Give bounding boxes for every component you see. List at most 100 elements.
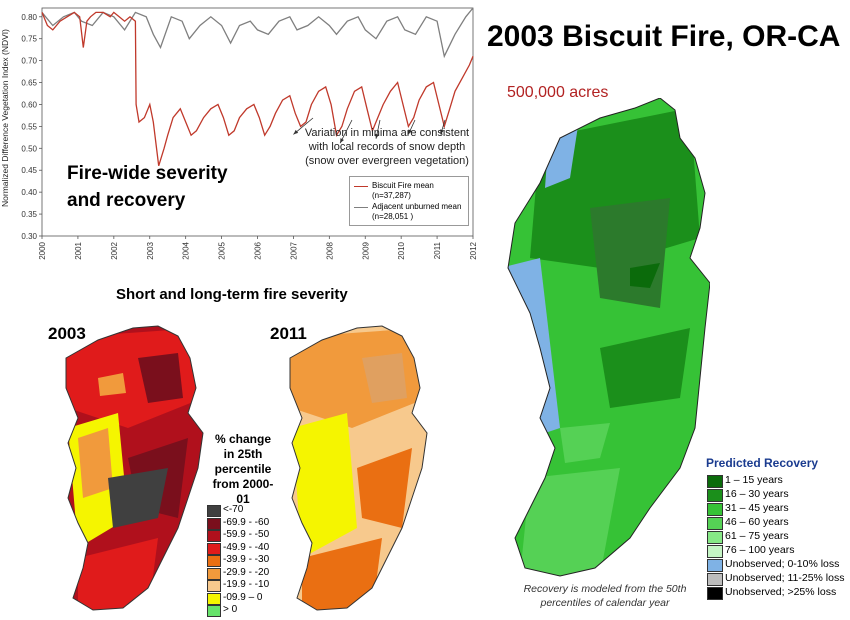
x-tick-label: 2005 [218, 241, 227, 259]
chart-series [41, 7, 474, 166]
recovery-legend-label: Unobserved; 11-25% loss [725, 572, 845, 584]
legend-count-fire: (n=37,287) [372, 191, 411, 200]
firewide-title-line2: and recovery [67, 190, 186, 211]
y-tick-label: 0.65 [21, 79, 37, 88]
recovery-legend-swatch [707, 489, 723, 502]
legend-swatch-fire [354, 186, 368, 187]
recovery-legend-label: 61 – 75 years [725, 530, 789, 542]
recovery-note: Recovery is modeled from the 50th percen… [523, 583, 687, 609]
x-tick-label: 2000 [38, 241, 47, 259]
y-tick-label: 0.75 [21, 35, 37, 44]
pct-title-line3: percentile [214, 462, 272, 476]
series-line-adjacent-unburned-mean [41, 7, 474, 59]
year-label-2003: 2003 [48, 324, 86, 343]
recovery-legend-label: 1 – 15 years [725, 474, 783, 486]
severity-map-2003 [65, 325, 204, 611]
severity-legend-label: -39.9 - -30 [223, 554, 270, 565]
recovery-legend-swatch [707, 475, 723, 488]
recovery-legend-swatch [707, 587, 723, 600]
severity-legend-label: -29.9 - -20 [223, 566, 270, 578]
acres-label: 500,000 acres [507, 84, 609, 101]
snow-note-line2: with local records of snow depth [308, 141, 466, 153]
y-tick-label: 0.50 [21, 144, 37, 153]
x-tick-label: 2006 [254, 241, 263, 259]
x-tick-label: 2001 [74, 241, 83, 259]
recovery-legend-swatch [707, 573, 723, 586]
ndvi-line-chart: 0.30 0.35 0.40 0.45 0.50 0.55 0.60 0.65 0.70 0.75… [0, 7, 478, 260]
recovery-legend-label: 16 – 30 years [725, 488, 789, 500]
series-line-biscuit-fire-mean [41, 11, 474, 166]
severity-legend-swatch [207, 567, 221, 580]
legend-count-adjacent: (n=28,051 ) [372, 212, 414, 221]
recovery-legend-label: 46 – 60 years [725, 516, 789, 528]
page-title: 2003 Biscuit Fire, OR-CA [487, 20, 841, 53]
recovery-legend-title: Predicted Recovery [706, 456, 819, 470]
recovery-legend-label: 31 – 45 years [725, 502, 789, 514]
annotation-arrowhead [293, 129, 299, 135]
percent-change-title: % change in 25th percentile from 2000-01 [208, 432, 278, 507]
legend-label-fire: Biscuit Fire mean [372, 181, 434, 190]
severity-legend-swatch [207, 542, 221, 555]
x-tick-label: 2003 [146, 241, 155, 259]
snow-note-line1: Variation in minima are consistent [304, 127, 470, 139]
recovery-legend-label: 76 – 100 years [725, 544, 795, 556]
y-tick-label: 0.40 [21, 188, 37, 197]
severity-legend-swatch [207, 592, 221, 605]
x-tick-label: 2008 [325, 241, 334, 259]
severity-legend-swatch [207, 555, 221, 567]
snow-note-line3: (snow over evergreen vegetation) [305, 155, 469, 167]
year-label-2011: 2011 [270, 324, 307, 343]
legend-swatch-adjacent [354, 207, 368, 208]
severity-legend-swatch [207, 505, 221, 517]
severity-legend-label: > 0 [223, 604, 238, 615]
x-tick-label: 2011 [433, 241, 442, 259]
severity-legend-swatch [207, 517, 221, 530]
y-tick-label: 0.80 [21, 13, 37, 22]
pct-title-line2: in 25th [223, 447, 263, 461]
severity-legend-swatch [207, 605, 221, 617]
recovery-legend-swatch [707, 531, 723, 544]
recovery-legend-label: Unobserved; >25% loss [725, 586, 837, 598]
firewide-title-line1: Fire-wide severity [67, 163, 228, 184]
severity-legend-label: -59.9 - -50 [223, 529, 270, 540]
chart-axes: 0.30 0.35 0.40 0.45 0.50 0.55 0.60 0.65 0.70 0.75… [21, 7, 478, 260]
pct-title-line1: % change [214, 432, 271, 446]
chart-y-axis-label: Normalized Difference Vegetation Index (… [0, 29, 10, 207]
severity-legend-label: -69.9 - -60 [223, 516, 270, 528]
y-tick-label: 0.60 [21, 100, 37, 109]
severity-legend-label: -09.9 – 0 [223, 591, 263, 603]
y-tick-label: 0.30 [21, 232, 37, 241]
x-tick-label: 2009 [361, 241, 370, 259]
x-tick-label: 2012 [469, 241, 478, 259]
x-tick-label: 2002 [110, 241, 119, 259]
y-tick-label: 0.35 [21, 210, 37, 219]
x-tick-label: 2007 [289, 241, 298, 259]
severity-title: Short and long-term fire severity [116, 286, 348, 303]
y-tick-label: 0.45 [21, 166, 37, 175]
recovery-legend-swatch [707, 559, 723, 572]
recovery-legend-swatch [707, 517, 723, 530]
y-tick-label: 0.55 [21, 122, 37, 131]
firewide-title: Fire-wide severity and recovery [67, 160, 257, 214]
snow-annotation: Variation in minima are consistent with … [282, 126, 492, 168]
annotation-arrowhead [375, 133, 379, 139]
chart-legend: Biscuit Fire mean (n=37,287) Adjacent un… [349, 176, 469, 226]
severity-legend-swatch [207, 580, 221, 592]
legend-label-adjacent: Adjacent unburned mean [372, 202, 462, 211]
annotation-arrowhead [408, 129, 413, 135]
severity-legend-swatch [207, 530, 221, 542]
x-tick-label: 2010 [397, 241, 406, 259]
recovery-map [507, 98, 710, 577]
severity-legend-label: -19.9 - -10 [223, 579, 270, 590]
recovery-legend-label: Unobserved; 0-10% loss [725, 558, 840, 570]
severity-legend-label: -49.9 - -40 [223, 541, 270, 553]
recovery-legend-swatch [707, 503, 723, 516]
y-tick-label: 0.70 [21, 57, 37, 66]
severity-map-2011 [289, 325, 428, 611]
severity-legend-label: <-70 [223, 504, 244, 515]
annotation-arrowhead [440, 129, 444, 135]
annotation-arrowhead [340, 138, 344, 144]
pct-title-line4: from 2000-01 [212, 477, 274, 506]
recovery-legend-swatch [707, 545, 723, 558]
x-tick-label: 2004 [182, 241, 191, 259]
